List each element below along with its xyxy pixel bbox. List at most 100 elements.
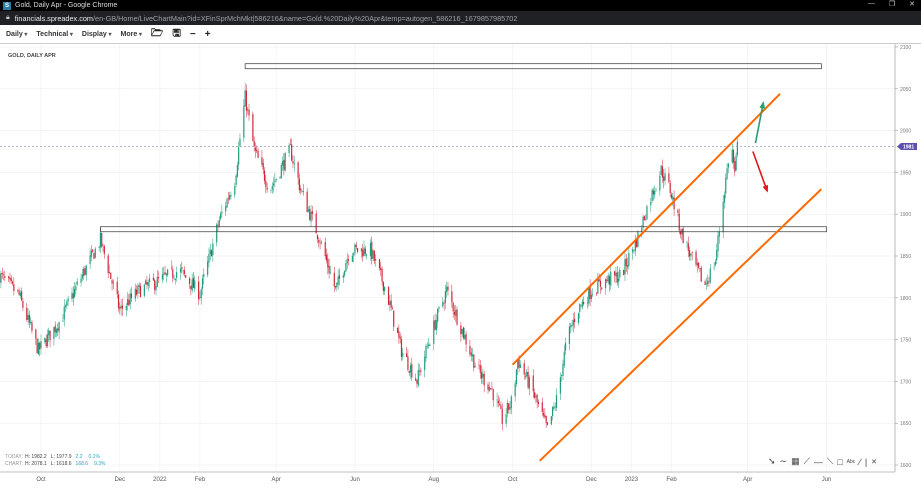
minimize-button[interactable]: — bbox=[867, 0, 875, 7]
candle-body bbox=[271, 185, 273, 190]
grid-tool-icon[interactable]: ▦ bbox=[791, 456, 800, 466]
y-tick-label: 2100 bbox=[900, 45, 911, 51]
rectangle-tool-icon[interactable]: □ bbox=[837, 456, 843, 467]
candle-body bbox=[501, 408, 503, 424]
candle-body bbox=[686, 242, 688, 243]
candle-body bbox=[369, 243, 372, 256]
candle-body bbox=[13, 284, 15, 292]
horizontal-line-tool-icon[interactable]: — bbox=[813, 456, 823, 467]
text-tool-icon[interactable]: Abc bbox=[846, 458, 856, 465]
candle-body bbox=[318, 240, 320, 243]
save-icon[interactable]: 🖫 bbox=[172, 27, 181, 39]
candle-body bbox=[81, 274, 83, 279]
candle-body bbox=[329, 272, 332, 274]
candle-body bbox=[327, 258, 329, 268]
candle-body bbox=[384, 287, 386, 292]
candle-body bbox=[670, 194, 673, 199]
today-high: H: 1982.2 bbox=[25, 454, 47, 460]
candle-body bbox=[31, 322, 33, 331]
candle-body bbox=[266, 187, 268, 190]
trendline-tool-icon[interactable]: ⟍ bbox=[826, 456, 834, 466]
candle-body bbox=[80, 278, 82, 283]
candle-body bbox=[238, 147, 240, 165]
candle-body bbox=[71, 292, 73, 300]
candle-body bbox=[695, 251, 697, 265]
candle-body bbox=[164, 272, 166, 275]
more-dropdown[interactable]: More bbox=[120, 31, 141, 38]
candle-body bbox=[387, 286, 390, 306]
y-tick-label: 2050 bbox=[900, 87, 911, 93]
candle-body bbox=[597, 279, 599, 294]
arrow-up-line bbox=[754, 102, 765, 144]
line-tool-icon[interactable]: ∕ bbox=[859, 456, 861, 467]
candle-body bbox=[624, 259, 626, 275]
candle-body bbox=[580, 304, 582, 306]
x-tick-label: Dec bbox=[114, 477, 125, 483]
zoom-out-icon[interactable]: − bbox=[189, 28, 196, 40]
candle-body bbox=[356, 248, 359, 252]
display-dropdown[interactable]: Display bbox=[82, 31, 112, 38]
candle-body bbox=[542, 412, 545, 416]
candle-body bbox=[416, 379, 418, 384]
candle-body bbox=[588, 287, 590, 304]
curve-tool-icon[interactable]: ∼ bbox=[779, 456, 788, 466]
candle-body bbox=[17, 289, 19, 291]
technical-dropdown[interactable]: Technical bbox=[36, 31, 72, 38]
candle-body bbox=[155, 285, 157, 291]
candle-body bbox=[456, 309, 458, 325]
candle-body bbox=[526, 371, 528, 377]
candle-body bbox=[731, 149, 733, 163]
candle-body bbox=[433, 320, 435, 344]
candle-body bbox=[21, 291, 23, 301]
chart-title: GOLD, DAILY APR bbox=[8, 53, 56, 59]
url-path: /en-GB/Home/LiveChartMain?id=XFinSprMchM… bbox=[93, 13, 518, 23]
x-tick-label: Jun bbox=[822, 477, 832, 483]
fan-tool-icon[interactable]: ⟋ bbox=[803, 456, 810, 466]
clear-drawings-icon[interactable]: ✕ bbox=[871, 458, 878, 466]
candle-body bbox=[26, 307, 28, 320]
candle-body bbox=[217, 224, 219, 226]
price-chart[interactable]: 2100 2050 2000 1950 1900 1850 1800 1750 1700 1650… bbox=[0, 44, 921, 490]
candle-body bbox=[261, 157, 263, 165]
candle-body bbox=[651, 189, 653, 202]
y-tick-label: 1950 bbox=[900, 170, 911, 176]
candle-body bbox=[617, 278, 620, 282]
candle-body bbox=[735, 155, 737, 171]
candle-body bbox=[375, 259, 377, 261]
candle-body bbox=[709, 268, 711, 283]
folder-open-icon[interactable]: 🗁 bbox=[150, 27, 164, 39]
candle-body bbox=[510, 396, 512, 409]
candle-body bbox=[537, 401, 540, 405]
arrow-tool-icon[interactable]: ➘ bbox=[768, 456, 776, 466]
candle-body bbox=[654, 191, 656, 195]
candle-body bbox=[272, 183, 275, 186]
candle-body bbox=[54, 325, 56, 333]
candle-body bbox=[725, 178, 727, 194]
daily-dropdown[interactable]: Daily bbox=[6, 31, 27, 38]
candle-body bbox=[207, 261, 209, 275]
candle-body bbox=[705, 283, 707, 285]
candle-body bbox=[297, 162, 299, 179]
candle-body bbox=[283, 159, 285, 170]
candle-body bbox=[27, 314, 29, 321]
candle-body bbox=[346, 258, 348, 264]
vertical-line-tool-icon[interactable]: | bbox=[864, 456, 868, 467]
candle-body bbox=[661, 166, 664, 178]
candle-body bbox=[176, 272, 178, 278]
close-button[interactable]: ✕ bbox=[909, 1, 915, 8]
candle-body bbox=[555, 395, 558, 408]
candle-body bbox=[461, 328, 463, 334]
candle-body bbox=[4, 275, 6, 278]
candle-body bbox=[425, 345, 427, 359]
candle-body bbox=[302, 191, 304, 193]
maximize-button[interactable]: ❐ bbox=[888, 1, 896, 8]
candle-body bbox=[479, 365, 481, 373]
candle-body bbox=[443, 303, 445, 304]
candle-body bbox=[471, 354, 474, 357]
zoom-in-icon[interactable]: + bbox=[204, 28, 211, 40]
candle-body bbox=[84, 268, 86, 275]
candle-body bbox=[726, 168, 728, 179]
candle-body bbox=[83, 268, 85, 276]
candle-body bbox=[58, 322, 60, 333]
address-bar[interactable]: 🔒︎ financials.spreadex.com/en-GB/Home/Li… bbox=[0, 11, 921, 25]
